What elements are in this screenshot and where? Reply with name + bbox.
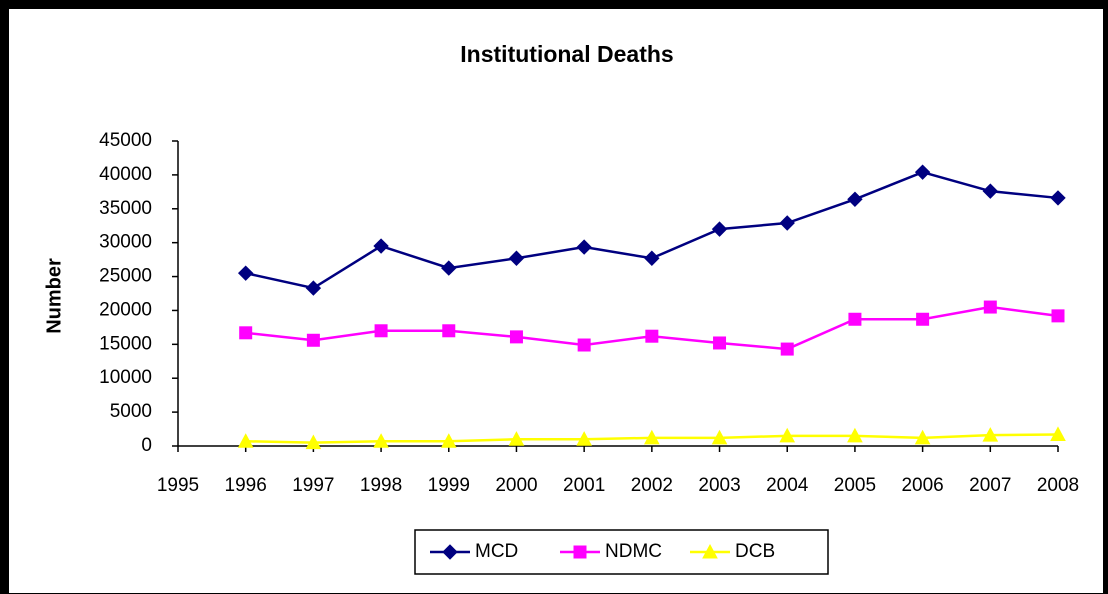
data-point <box>644 429 660 445</box>
data-point <box>442 324 456 338</box>
x-tick-label: 1997 <box>292 475 334 496</box>
data-point <box>237 433 254 448</box>
y-tick-label: 45000 <box>99 130 152 151</box>
data-point <box>982 183 999 199</box>
data-point <box>780 342 794 356</box>
data-point <box>847 191 863 207</box>
data-point <box>440 433 457 448</box>
y-tick-label: 35000 <box>99 198 152 219</box>
data-point <box>916 312 930 326</box>
x-tick-label: 1996 <box>225 475 267 496</box>
data-point <box>305 434 322 450</box>
legend-label: MCD <box>475 541 518 562</box>
x-tick-label: 2007 <box>969 475 1011 496</box>
y-tick-label: 15000 <box>99 333 152 354</box>
data-point <box>305 280 322 296</box>
data-point <box>576 431 592 446</box>
data-point <box>576 239 592 255</box>
x-tick-label: 1995 <box>157 475 199 496</box>
y-tick-label: 40000 <box>99 164 152 185</box>
data-point <box>374 324 388 338</box>
data-point <box>914 164 931 180</box>
data-point <box>1051 309 1065 323</box>
data-point <box>508 431 525 446</box>
data-point <box>509 330 523 344</box>
x-tick-label: 2006 <box>901 475 943 496</box>
data-point <box>508 250 525 266</box>
y-tick-label: 5000 <box>110 401 152 422</box>
x-tick-label: 2002 <box>631 475 673 496</box>
legend-marker <box>702 543 718 559</box>
chart-area <box>7 7 1105 594</box>
x-tick-label: 2003 <box>698 475 740 496</box>
data-point <box>983 300 997 314</box>
data-point <box>847 427 863 443</box>
data-point <box>848 312 862 326</box>
data-point <box>237 265 254 281</box>
y-tick-label: 20000 <box>99 299 152 320</box>
y-tick-label: 25000 <box>99 266 152 287</box>
x-tick-label: 2004 <box>766 475 809 496</box>
data-point <box>644 250 660 266</box>
x-tick-label: 2000 <box>495 475 537 496</box>
data-point <box>914 429 931 445</box>
data-point <box>711 221 728 237</box>
data-point <box>577 338 591 352</box>
x-tick-label: 2005 <box>834 475 876 496</box>
data-point <box>306 333 320 347</box>
data-point <box>779 215 795 231</box>
y-tick-label: 30000 <box>99 232 152 253</box>
legend-label: NDMC <box>605 541 662 562</box>
data-point <box>1050 190 1066 206</box>
legend-label: DCB <box>735 541 775 562</box>
chart-title: Institutional Deaths <box>460 41 673 67</box>
y-tick-label: 0 <box>141 435 152 456</box>
y-tick-label: 10000 <box>99 367 152 388</box>
legend <box>414 529 829 575</box>
x-tick-label: 2008 <box>1037 475 1079 496</box>
data-point <box>779 427 796 443</box>
data-point <box>239 326 253 340</box>
legend-marker <box>442 544 458 560</box>
data-point <box>373 433 389 448</box>
data-point <box>713 336 727 350</box>
x-tick-label: 2001 <box>563 475 605 496</box>
data-point <box>711 429 728 445</box>
x-tick-label: 1998 <box>360 475 402 496</box>
y-axis-label: Number <box>43 258 65 334</box>
data-point <box>645 329 659 343</box>
data-point <box>441 260 457 276</box>
x-tick-label: 1999 <box>428 475 470 496</box>
data-point <box>1050 426 1066 441</box>
data-point <box>373 238 389 254</box>
data-point <box>982 427 999 442</box>
legend-marker <box>573 545 587 559</box>
